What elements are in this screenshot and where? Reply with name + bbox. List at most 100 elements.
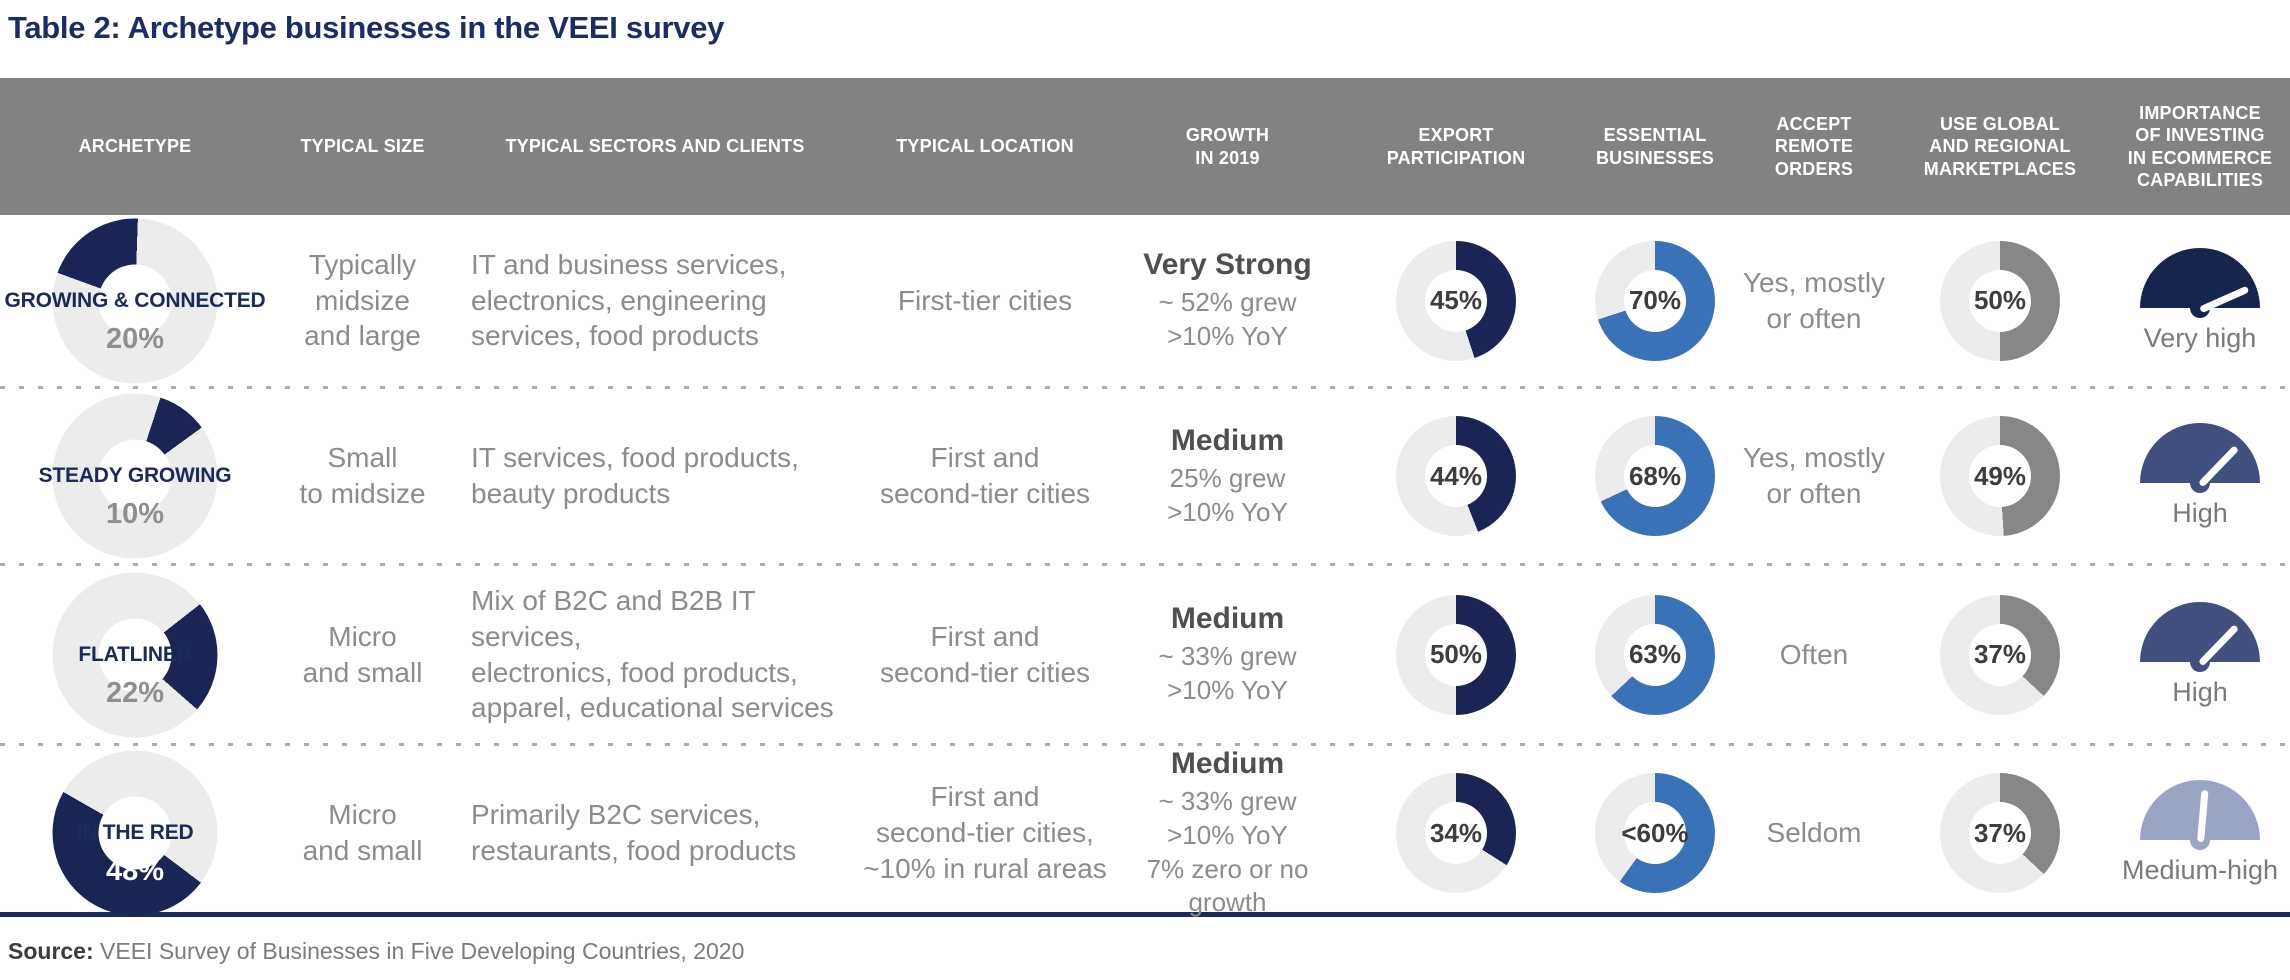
remote-orders-cell: Often: [1779, 638, 1849, 670]
essential-cell: <60%: [1572, 746, 1738, 920]
ecommerce-cell: Very high: [2110, 215, 2290, 386]
export-donut-chart: 34%: [1396, 773, 1516, 894]
archetype-name: IN THE RED: [76, 821, 194, 845]
archetype-share-value: 10%: [105, 498, 165, 530]
donut-hole: [98, 796, 172, 870]
donut-hole: [98, 439, 172, 513]
growth-cell: Medium ~ 33% grew >10% YoY 7% zero or no…: [1115, 746, 1340, 920]
remote-orders-cell: Yes, mostly or often: [1742, 266, 1886, 334]
archetype-share-donut: [52, 218, 218, 383]
typical-size-cell: Typically midsize and large: [304, 248, 421, 352]
remote-orders-cell: Yes, mostly or often: [1742, 442, 1886, 509]
growth-detail: ~ 33% grew >10% YoY: [1158, 641, 1297, 705]
growth-detail: 25% grew >10% YoY: [1167, 462, 1288, 527]
marketplaces-cell: 50%: [1890, 215, 2110, 386]
growth-rating: Very Strong: [1143, 248, 1312, 282]
row-separator: [0, 743, 2290, 746]
ecommerce-level: Very high: [2143, 322, 2257, 353]
donut-hole: [1425, 445, 1487, 507]
essential-donut-chart: 70%: [1595, 240, 1715, 361]
essential-value: <60%: [1621, 817, 1689, 848]
source-label: Source:: [8, 938, 94, 964]
sectors-cell: Primarily B2C services, restaurants, foo…: [471, 799, 797, 867]
growth-detail: ~ 52% grew >10% YoY: [1158, 287, 1297, 351]
growth-cell: Medium ~ 33% grew >10% YoY: [1115, 566, 1340, 743]
ecommerce-cell: Medium-high: [2110, 746, 2290, 920]
column-header-typical-size: TYPICAL SIZE: [300, 136, 425, 157]
archetype-name: GROWING & CONNECTED: [4, 288, 266, 312]
ecommerce-cell: High: [2110, 566, 2290, 743]
essential-donut-chart: 63%: [1595, 594, 1715, 715]
location-cell: First and second-tier cities: [879, 442, 1091, 509]
ecommerce-gauge: [2140, 780, 2260, 851]
page-title: Table 2: Archetype businesses in the VEE…: [8, 10, 725, 45]
column-header-ecommerce: IMPORTANCE OF INVESTING IN ECOMMERCE CAP…: [2127, 102, 2273, 191]
table-row-flatlined: FLATLINED 22% Micro and small Mix of B2C…: [0, 566, 2290, 743]
column-header-growth: GROWTH IN 2019: [1185, 125, 1270, 168]
marketplaces-donut-chart: 37%: [1940, 773, 2060, 894]
ecommerce-gauge: [2140, 247, 2260, 318]
archetype-share-value: 48%: [105, 855, 165, 888]
essential-value: 63%: [1628, 639, 1682, 669]
source-text: VEEI Survey of Businesses in Five Develo…: [93, 938, 745, 964]
export-cell: 44%: [1340, 389, 1572, 563]
source-note: Source: VEEI Survey of Businesses in Fiv…: [8, 938, 744, 965]
archetype-share-donut: [52, 750, 218, 916]
column-header-archetype: ARCHETYPE: [78, 136, 192, 157]
row-separator: [0, 386, 2290, 389]
donut-hole: [1425, 802, 1487, 865]
essential-donut-chart: <60%: [1595, 773, 1715, 894]
growth-detail: ~ 33% grew >10% YoY 7% zero or no growth: [1146, 786, 1309, 918]
archetype-cell: IN THE RED 48%: [0, 746, 270, 920]
growth-cell: Medium 25% grew >10% YoY: [1115, 389, 1340, 563]
marketplaces-donut-chart: 37%: [1940, 594, 2060, 715]
donut-hole: [1969, 445, 2031, 507]
remote-orders-cell: Seldom: [1766, 817, 1862, 849]
location-cell: First and second-tier cities: [879, 620, 1091, 688]
export-value: 45%: [1429, 285, 1483, 315]
typical-size-cell: Micro and small: [302, 620, 423, 688]
donut-hole: [1624, 445, 1686, 507]
location-cell: First-tier cities: [897, 284, 1073, 316]
essential-donut-chart: 68%: [1595, 416, 1715, 536]
donut-hole: [1969, 623, 2031, 686]
donut-hole: [1624, 623, 1686, 686]
column-header-location: TYPICAL LOCATION: [896, 136, 1074, 157]
export-value: 44%: [1429, 460, 1483, 491]
export-cell: 50%: [1340, 566, 1572, 743]
ecommerce-cell: High: [2110, 389, 2290, 563]
archetype-share-donut: [52, 393, 218, 559]
essential-value: 70%: [1628, 285, 1682, 315]
archetype-cell: FLATLINED 22%: [0, 566, 270, 743]
ecommerce-level: High: [2172, 498, 2228, 529]
donut-hole: [1624, 802, 1686, 865]
marketplaces-value: 49%: [1973, 460, 2027, 491]
export-value: 34%: [1429, 817, 1483, 848]
archetype-share-donut: [52, 572, 218, 737]
ecommerce-level: Medium-high: [2121, 855, 2279, 886]
sectors-cell: Mix of B2C and B2B IT services, electron…: [471, 584, 834, 724]
donut-hole: [98, 264, 172, 337]
archetype-cell: GROWING & CONNECTED 20%: [0, 215, 270, 386]
table-body: GROWING & CONNECTED 20% Typically midsiz…: [0, 215, 2290, 917]
export-cell: 34%: [1340, 746, 1572, 920]
column-header-sectors: TYPICAL SECTORS AND CLIENTS: [505, 136, 805, 157]
column-header-essential: ESSENTIAL BUSINESSES: [1595, 125, 1715, 168]
typical-size-cell: Small to midsize: [299, 442, 426, 509]
row-separator: [0, 563, 2290, 566]
marketplaces-cell: 37%: [1890, 566, 2110, 743]
essential-cell: 70%: [1572, 215, 1738, 386]
ecommerce-level: High: [2172, 676, 2228, 707]
export-donut-chart: 50%: [1396, 594, 1516, 715]
donut-hole: [1969, 269, 2031, 332]
table-row-steady-growing: STEADY GROWING 10% Small to midsize IT s…: [0, 389, 2290, 563]
marketplaces-donut-chart: 50%: [1940, 240, 2060, 361]
marketplaces-value: 37%: [1973, 639, 2027, 669]
archetype-cell: STEADY GROWING 10%: [0, 389, 270, 563]
column-header-export: EXPORT PARTICIPATION: [1386, 125, 1526, 168]
donut-hole: [1425, 269, 1487, 332]
growth-rating: Medium: [1170, 602, 1285, 636]
column-header-marketplaces: USE GLOBAL AND REGIONAL MARKETPLACES: [1923, 113, 2077, 179]
essential-value: 68%: [1628, 460, 1682, 491]
